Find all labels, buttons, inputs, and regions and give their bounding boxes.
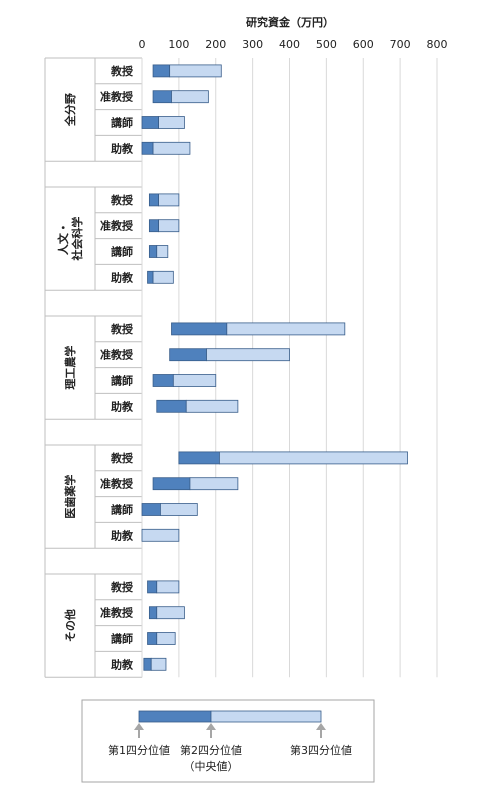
bar-lower-quartile (156, 399, 187, 413)
bar-lower-quartile (141, 116, 159, 129)
group-label: 全分野 (63, 93, 77, 127)
bar-lower-quartile (147, 580, 158, 594)
bar-upper-quartile (156, 580, 180, 594)
bar-lower-quartile (148, 219, 159, 233)
row-label: 教授 (110, 64, 134, 78)
bar-upper-quartile (206, 348, 290, 362)
row-label: 助教 (111, 528, 134, 542)
group-label: 理工農学 (63, 346, 77, 390)
group-label: 医歯薬学 (63, 475, 77, 519)
row-label: 教授 (110, 580, 134, 594)
chart-title: 研究資金（万円） (246, 15, 334, 29)
row-label: 助教 (111, 399, 134, 413)
row-label: 助教 (111, 270, 134, 284)
x-tick-label: 100 (168, 38, 189, 51)
x-tick-label: 300 (242, 38, 263, 51)
x-tick-label: 800 (427, 38, 448, 51)
x-tick-label: 200 (205, 38, 226, 51)
row-label: 准教授 (100, 90, 134, 104)
category-labels: 教授准教授講師助教全分野教授准教授講師助教人文・社会科学教授准教授講師助教理工農… (56, 64, 134, 671)
row-label: 准教授 (100, 606, 134, 620)
bars (141, 64, 408, 671)
bar-upper-quartile (226, 322, 346, 336)
x-tick-label: 700 (390, 38, 411, 51)
legend-label-q3: 第3四分位値 (290, 743, 352, 757)
legend-label-median-note: （中央値） (184, 760, 239, 773)
row-label: 講師 (111, 503, 133, 517)
legend-lower-swatch (138, 710, 212, 723)
bar-lower-quartile (152, 90, 172, 104)
x-axis-ticks: 0 100 200 300 400 500 600 700 800 (139, 38, 448, 51)
group-label: その他 (63, 609, 77, 642)
bar-upper-quartile (169, 64, 222, 78)
row-label: 講師 (111, 245, 133, 259)
x-tick-label: 600 (353, 38, 374, 51)
row-label: 教授 (110, 322, 134, 336)
bar-lower-quartile (147, 632, 158, 645)
bar-upper-quartile (158, 219, 180, 233)
bar-lower-quartile (152, 64, 171, 78)
bar-upper-quartile (152, 141, 191, 155)
bar-upper-quartile (172, 374, 217, 387)
legend-label-median: 第2四分位値 (180, 743, 242, 757)
legend-arrow-head (134, 723, 144, 730)
bar-lower-quartile (171, 322, 228, 336)
x-tick-label: 500 (316, 38, 337, 51)
bar-upper-quartile (158, 193, 180, 207)
bar-upper-quartile (152, 270, 174, 284)
legend-label-q1: 第1四分位値 (108, 743, 170, 757)
bar-lower-quartile (141, 141, 154, 155)
bar-lower-quartile (152, 374, 174, 387)
bar-lower-quartile (143, 657, 152, 671)
bar-upper-quartile (156, 245, 169, 258)
row-label: 教授 (110, 193, 134, 207)
row-label: 教授 (110, 451, 134, 465)
legend-arrow-head (206, 723, 216, 730)
bar-lower-quartile (148, 193, 159, 207)
x-tick-label: 0 (139, 38, 146, 51)
row-label: 准教授 (100, 477, 134, 491)
bar-lower-quartile (148, 606, 158, 620)
row-label: 講師 (111, 374, 133, 388)
bar-upper-quartile (171, 90, 209, 104)
bar-upper-quartile (156, 632, 176, 645)
row-label: 准教授 (100, 219, 134, 233)
x-tick-label: 400 (279, 38, 300, 51)
legend-arrow-head (316, 723, 326, 730)
legend-box (81, 699, 375, 783)
row-label: 助教 (111, 141, 134, 155)
bar-lower-quartile (148, 245, 158, 258)
row-label: 講師 (111, 632, 133, 646)
bar-upper-quartile (156, 606, 185, 620)
row-label: 准教授 (100, 348, 134, 362)
bar-lower-quartile (178, 451, 220, 465)
legend-upper-swatch (210, 710, 322, 723)
bar-upper-quartile (158, 116, 185, 129)
bar-upper-quartile (185, 399, 239, 413)
gridlines (141, 58, 438, 678)
bar-upper-quartile (150, 657, 167, 671)
row-label: 講師 (111, 116, 133, 130)
bar-upper-quartile (219, 451, 408, 465)
group-label: 人文・社会科学 (56, 217, 84, 262)
bar-lower-quartile (147, 270, 154, 284)
bar-lower-quartile (169, 348, 207, 362)
bar-lower-quartile (141, 503, 161, 516)
bar-upper-quartile (141, 528, 180, 542)
bar-upper-quartile (160, 503, 198, 516)
row-label: 助教 (111, 657, 134, 671)
bar-upper-quartile (189, 477, 239, 491)
bar-lower-quartile (152, 477, 191, 491)
legend: 第1四分位値 第2四分位値 （中央値） 第3四分位値 (81, 699, 375, 783)
